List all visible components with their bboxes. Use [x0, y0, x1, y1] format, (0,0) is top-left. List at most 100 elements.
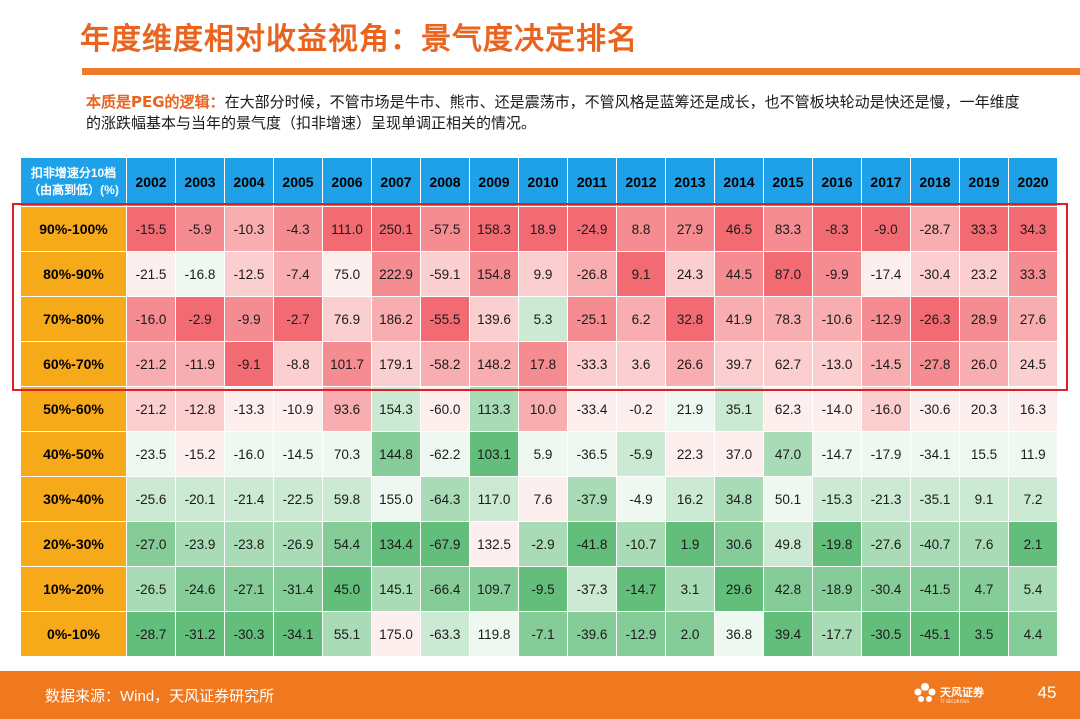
table-cell: -21.2 — [127, 387, 175, 431]
table-cell: -27.6 — [862, 522, 910, 566]
table-cell: -39.6 — [568, 612, 616, 656]
table-cell: -30.3 — [225, 612, 273, 656]
table-cell: -10.7 — [617, 522, 665, 566]
table-cell: 39.7 — [715, 342, 763, 386]
table-cell: -21.4 — [225, 477, 273, 521]
table-cell: -19.8 — [813, 522, 861, 566]
table-cell: -63.3 — [421, 612, 469, 656]
table-cell: -66.4 — [421, 567, 469, 611]
table-cell: -41.8 — [568, 522, 616, 566]
table-cell: -67.9 — [421, 522, 469, 566]
year-header-2017: 2017 — [862, 158, 910, 206]
table-cell: -5.9 — [176, 207, 224, 251]
table-cell: 39.4 — [764, 612, 812, 656]
quantile-row-label: 50%-60% — [21, 387, 126, 431]
table-cell: 23.2 — [960, 252, 1008, 296]
table-cell: -57.5 — [421, 207, 469, 251]
table-cell: 50.1 — [764, 477, 812, 521]
table-cell: 5.4 — [1009, 567, 1057, 611]
table-cell: -26.3 — [911, 297, 959, 341]
title-underline — [82, 68, 1080, 75]
table-cell: -16.0 — [127, 297, 175, 341]
table-cell: -24.6 — [176, 567, 224, 611]
table-cell: 93.6 — [323, 387, 371, 431]
table-cell: -28.7 — [911, 207, 959, 251]
table-cell: 28.9 — [960, 297, 1008, 341]
table-cell: -26.5 — [127, 567, 175, 611]
table-cell: -36.5 — [568, 432, 616, 476]
table-cell: -15.2 — [176, 432, 224, 476]
table-cell: -13.3 — [225, 387, 273, 431]
table-cell: -37.9 — [568, 477, 616, 521]
table-cell: 32.8 — [666, 297, 714, 341]
footer-bar: 数据来源：Wind，天风证券研究所 天风证券 TF SECURITIES 45 — [0, 671, 1080, 719]
table-cell: -28.7 — [127, 612, 175, 656]
quantile-row-label: 20%-30% — [21, 522, 126, 566]
table-cell: 18.9 — [519, 207, 567, 251]
table-cell: -45.1 — [911, 612, 959, 656]
table-cell: 144.8 — [372, 432, 420, 476]
table-cell: 7.2 — [1009, 477, 1057, 521]
table-cell: 26.6 — [666, 342, 714, 386]
table-cell: 2.0 — [666, 612, 714, 656]
table-cell: -23.5 — [127, 432, 175, 476]
table-cell: 45.0 — [323, 567, 371, 611]
table-cell: 155.0 — [372, 477, 420, 521]
table-row: 10%-20% -26.5 -24.6 -27.1 -31.4 45.0 145.1 -66.… — [21, 567, 1057, 611]
table-cell: -0.2 — [617, 387, 665, 431]
table-cell: 139.6 — [470, 297, 518, 341]
table-cell: 21.9 — [666, 387, 714, 431]
description-text: 在大部分时候，不管市场是牛市、熊市、还是震荡市，不管风格是蓝筹还是成长，也不管板… — [86, 93, 1020, 132]
table-cell: -9.1 — [225, 342, 273, 386]
table-cell: -17.9 — [862, 432, 910, 476]
quantile-row-label: 40%-50% — [21, 432, 126, 476]
table-cell: 35.1 — [715, 387, 763, 431]
logo-flower-icon — [914, 683, 936, 702]
table-cell: 3.5 — [960, 612, 1008, 656]
table-cell: 55.1 — [323, 612, 371, 656]
year-header-2009: 2009 — [470, 158, 518, 206]
quantile-row-label: 60%-70% — [21, 342, 126, 386]
table-cell: 119.8 — [470, 612, 518, 656]
table-cell: -15.5 — [127, 207, 175, 251]
table-cell: -12.5 — [225, 252, 273, 296]
table-cell: -62.2 — [421, 432, 469, 476]
table-cell: -33.3 — [568, 342, 616, 386]
table-cell: 24.5 — [1009, 342, 1057, 386]
table-cell: -37.3 — [568, 567, 616, 611]
table-cell: 148.2 — [470, 342, 518, 386]
data-source-note: 数据来源：Wind，天风证券研究所 — [45, 688, 275, 705]
table-cell: 117.0 — [470, 477, 518, 521]
table-cell: -30.5 — [862, 612, 910, 656]
table-cell: -9.9 — [813, 252, 861, 296]
table-cell: 16.3 — [1009, 387, 1057, 431]
description-lead: 本质是PEG的逻辑： — [86, 93, 225, 111]
table-cell: 49.8 — [764, 522, 812, 566]
table-cell: -10.9 — [274, 387, 322, 431]
quantile-row-label: 90%-100% — [21, 207, 126, 251]
quantile-row-label: 0%-10% — [21, 612, 126, 656]
table-cell: -7.1 — [519, 612, 567, 656]
table-cell: 41.9 — [715, 297, 763, 341]
table-cell: -55.5 — [421, 297, 469, 341]
table-cell: -35.1 — [911, 477, 959, 521]
year-header-2002: 2002 — [127, 158, 175, 206]
table-cell: -25.1 — [568, 297, 616, 341]
table-cell: 37.0 — [715, 432, 763, 476]
table-cell: -60.0 — [421, 387, 469, 431]
table-cell: -27.8 — [911, 342, 959, 386]
table-cell: 4.7 — [960, 567, 1008, 611]
table-cell: -18.9 — [813, 567, 861, 611]
table-cell: 7.6 — [960, 522, 1008, 566]
table-cell: -34.1 — [274, 612, 322, 656]
table-cell: 158.3 — [470, 207, 518, 251]
table-cell: -14.5 — [862, 342, 910, 386]
year-header-2011: 2011 — [568, 158, 616, 206]
table-cell: 44.5 — [715, 252, 763, 296]
table-cell: 70.3 — [323, 432, 371, 476]
table-cell: 5.9 — [519, 432, 567, 476]
table-cell: -27.0 — [127, 522, 175, 566]
page-title: 年度维度相对收益视角：景气度决定排名 — [80, 22, 638, 57]
table-cell: 113.3 — [470, 387, 518, 431]
table-cell: -16.0 — [862, 387, 910, 431]
